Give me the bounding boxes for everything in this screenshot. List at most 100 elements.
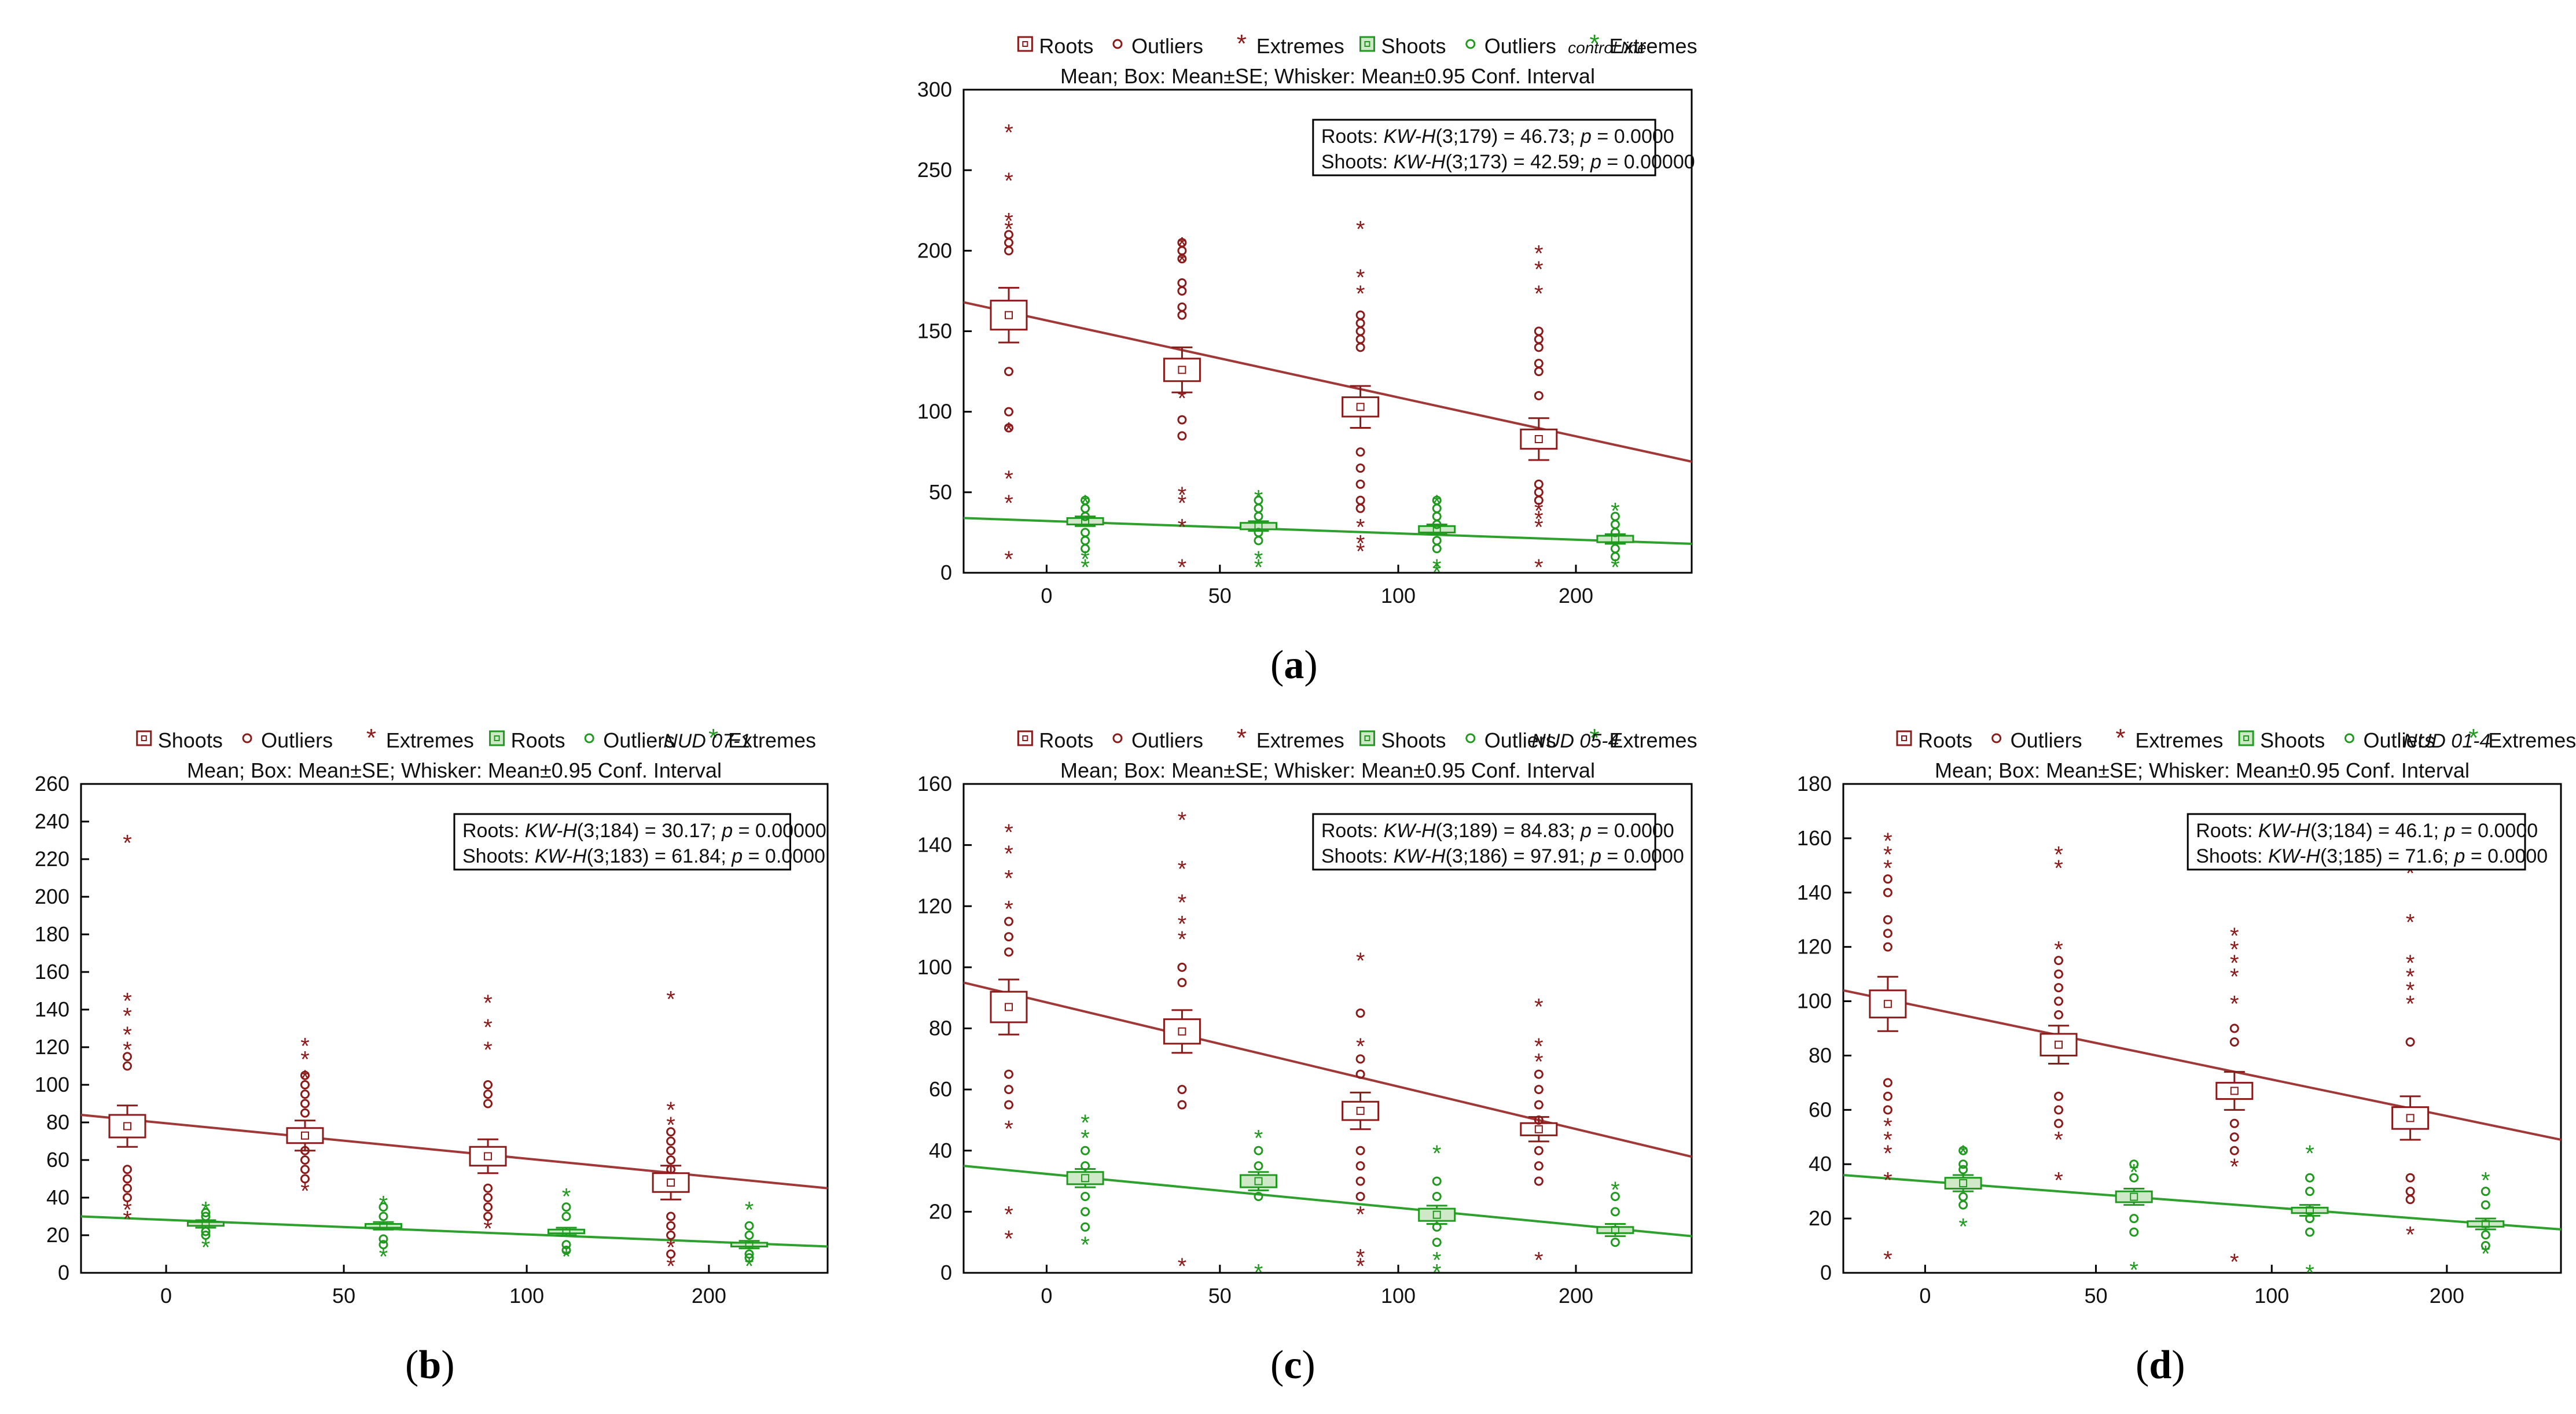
roots-outlier-point	[666, 1212, 676, 1221]
stats-line: Roots: KW-H(3;184) = 30.17; p = 0.00000	[462, 820, 826, 842]
roots-extreme-point: *	[1178, 555, 1187, 580]
roots-outlier-point	[1355, 310, 1365, 320]
roots-extreme-point: *	[1178, 386, 1187, 411]
roots-extreme-point: *	[1534, 241, 1544, 266]
legend-label-extremes: Extremes	[386, 728, 474, 752]
roots-outlier-point	[300, 1146, 310, 1155]
roots-extreme-point: *	[1356, 265, 1365, 290]
y-tick-label: 60	[46, 1148, 69, 1172]
legend-tag: NUD 01-4	[2403, 730, 2490, 752]
stats-box	[1312, 813, 1656, 871]
legend-outlier-icon	[1991, 733, 2002, 743]
shoots-outlier-point	[1081, 1222, 1090, 1232]
shoots-outlier-point	[379, 1212, 388, 1221]
legend-tag: control line	[1568, 39, 1646, 57]
shoots-mean-point	[1081, 517, 1090, 525]
shoots-outlier-point	[2481, 1241, 2490, 1251]
roots-outlier-point	[666, 1127, 676, 1137]
legend: Roots Outliers * Extremes Shoots Outliers * Ext…	[1017, 30, 1697, 58]
shoots-mean-point	[2481, 1220, 2490, 1228]
roots-extreme-point: *	[1883, 1127, 1893, 1152]
roots-box	[1520, 1122, 1558, 1136]
shoots-outlier-point	[1958, 1192, 1968, 1202]
y-tick-label: 60	[929, 1077, 952, 1101]
shoots-outlier-point	[201, 1231, 211, 1240]
roots-extreme-point: *	[666, 1098, 675, 1123]
shoots-box	[1418, 1207, 1456, 1222]
roots-extreme-point: *	[2406, 992, 2415, 1017]
shoots-mean-point	[1959, 1179, 1968, 1188]
legend-box-icon	[2238, 730, 2254, 746]
legend-extreme-icon: *	[2115, 724, 2125, 752]
shoots-extreme-point: *	[1611, 1177, 1620, 1203]
shoots-box	[1944, 1177, 1982, 1190]
roots-extreme-point: *	[1534, 281, 1544, 307]
shoots-outlier-point	[2129, 1214, 2139, 1224]
roots-outlier-point	[1355, 1161, 1365, 1171]
roots-outlier-point	[2405, 1187, 2415, 1196]
stats-text: KW-H	[525, 820, 577, 842]
roots-trend-line	[1843, 989, 2562, 1141]
y-tick-label: 140	[35, 997, 69, 1021]
panel-a: Roots Outliers * Extremes Shoots Outliers * Ext…	[917, 30, 1697, 607]
roots-extreme-point: *	[1356, 1254, 1365, 1279]
shoots-extreme-point: *	[1432, 491, 1442, 516]
y-tick-label: 20	[46, 1223, 69, 1247]
shoots-extreme-point: *	[1081, 491, 1090, 516]
roots-mean-point	[1178, 366, 1186, 374]
legend-label-outliers: Outliers	[1484, 728, 1556, 752]
legend-label-outliers: Outliers	[261, 728, 333, 752]
shoots-outlier-point	[201, 1208, 211, 1217]
shoots-outlier-point	[1432, 1222, 1442, 1232]
shoots-outlier-point	[561, 1202, 571, 1212]
roots-box	[2391, 1106, 2430, 1130]
shoots-outlier-point	[2305, 1227, 2314, 1237]
stats-text: KW-H	[1394, 845, 1446, 867]
roots-extreme-point: *	[1356, 948, 1365, 974]
roots-outlier-point	[483, 1202, 493, 1212]
stats-text: Roots:	[1321, 126, 1384, 148]
shoots-outlier-point	[561, 1212, 571, 1221]
y-tick-label: 0	[58, 1261, 69, 1284]
roots-outlier-point	[122, 1165, 132, 1174]
roots-extreme-point: *	[483, 1037, 493, 1063]
y-tick-label: 0	[940, 561, 952, 584]
panel-c: Roots Outliers * Extremes Shoots Outliers * Ext…	[917, 724, 1697, 1308]
shoots-mean-point	[1081, 1174, 1090, 1183]
roots-outlier-point	[1883, 929, 1893, 938]
roots-outlier-point	[1004, 932, 1013, 942]
y-tick-label: 160	[1797, 826, 1832, 850]
roots-extreme-point: *	[2230, 1250, 2239, 1275]
stats-text: Shoots:	[1321, 151, 1394, 173]
y-tick-label: 300	[917, 78, 952, 101]
subtitle: Mean; Box: Mean±SE; Whisker: Mean±0.95 C…	[1060, 64, 1595, 88]
stats-text: p	[1580, 820, 1592, 842]
roots-mean-point	[1883, 1000, 1892, 1008]
shoots-outlier-point	[1254, 495, 1263, 505]
roots-extreme-point: *	[1356, 515, 1365, 540]
roots-extreme-point: *	[1534, 1248, 1544, 1273]
shoots-extreme-point: *	[1432, 559, 1442, 585]
roots-mean-point	[1004, 311, 1013, 319]
shoots-outlier-point	[2305, 1173, 2314, 1183]
roots-outlier-point	[1883, 1078, 1893, 1088]
roots-extreme-point: *	[300, 1066, 310, 1091]
shoots-extreme-point: *	[379, 1244, 388, 1270]
shoots-extreme-point: *	[745, 1197, 754, 1222]
roots-extreme-point: *	[1004, 866, 1013, 891]
roots-outlier-point	[2229, 1037, 2239, 1047]
x-tick-label: 0	[1919, 1284, 1931, 1308]
legend-mean-icon	[1364, 41, 1370, 47]
stats-text: = 0.0000	[1592, 820, 1674, 842]
shoots-extreme-point: *	[1254, 547, 1263, 572]
panel-b: Shoots Outliers * Extremes Roots Outliers * Ext…	[35, 724, 829, 1308]
y-tick-label: 220	[35, 847, 69, 871]
shoots-extreme-point: *	[1254, 485, 1263, 511]
legend-label-shoots: Shoots	[1381, 728, 1446, 752]
roots-extreme-point: *	[1883, 1168, 1893, 1194]
shoots-box	[1596, 1226, 1634, 1234]
y-tick-label: 80	[46, 1110, 69, 1134]
roots-extreme-point: *	[1534, 555, 1544, 580]
roots-outlier-point	[666, 1146, 676, 1155]
legend-outlier-icon	[2344, 733, 2354, 743]
